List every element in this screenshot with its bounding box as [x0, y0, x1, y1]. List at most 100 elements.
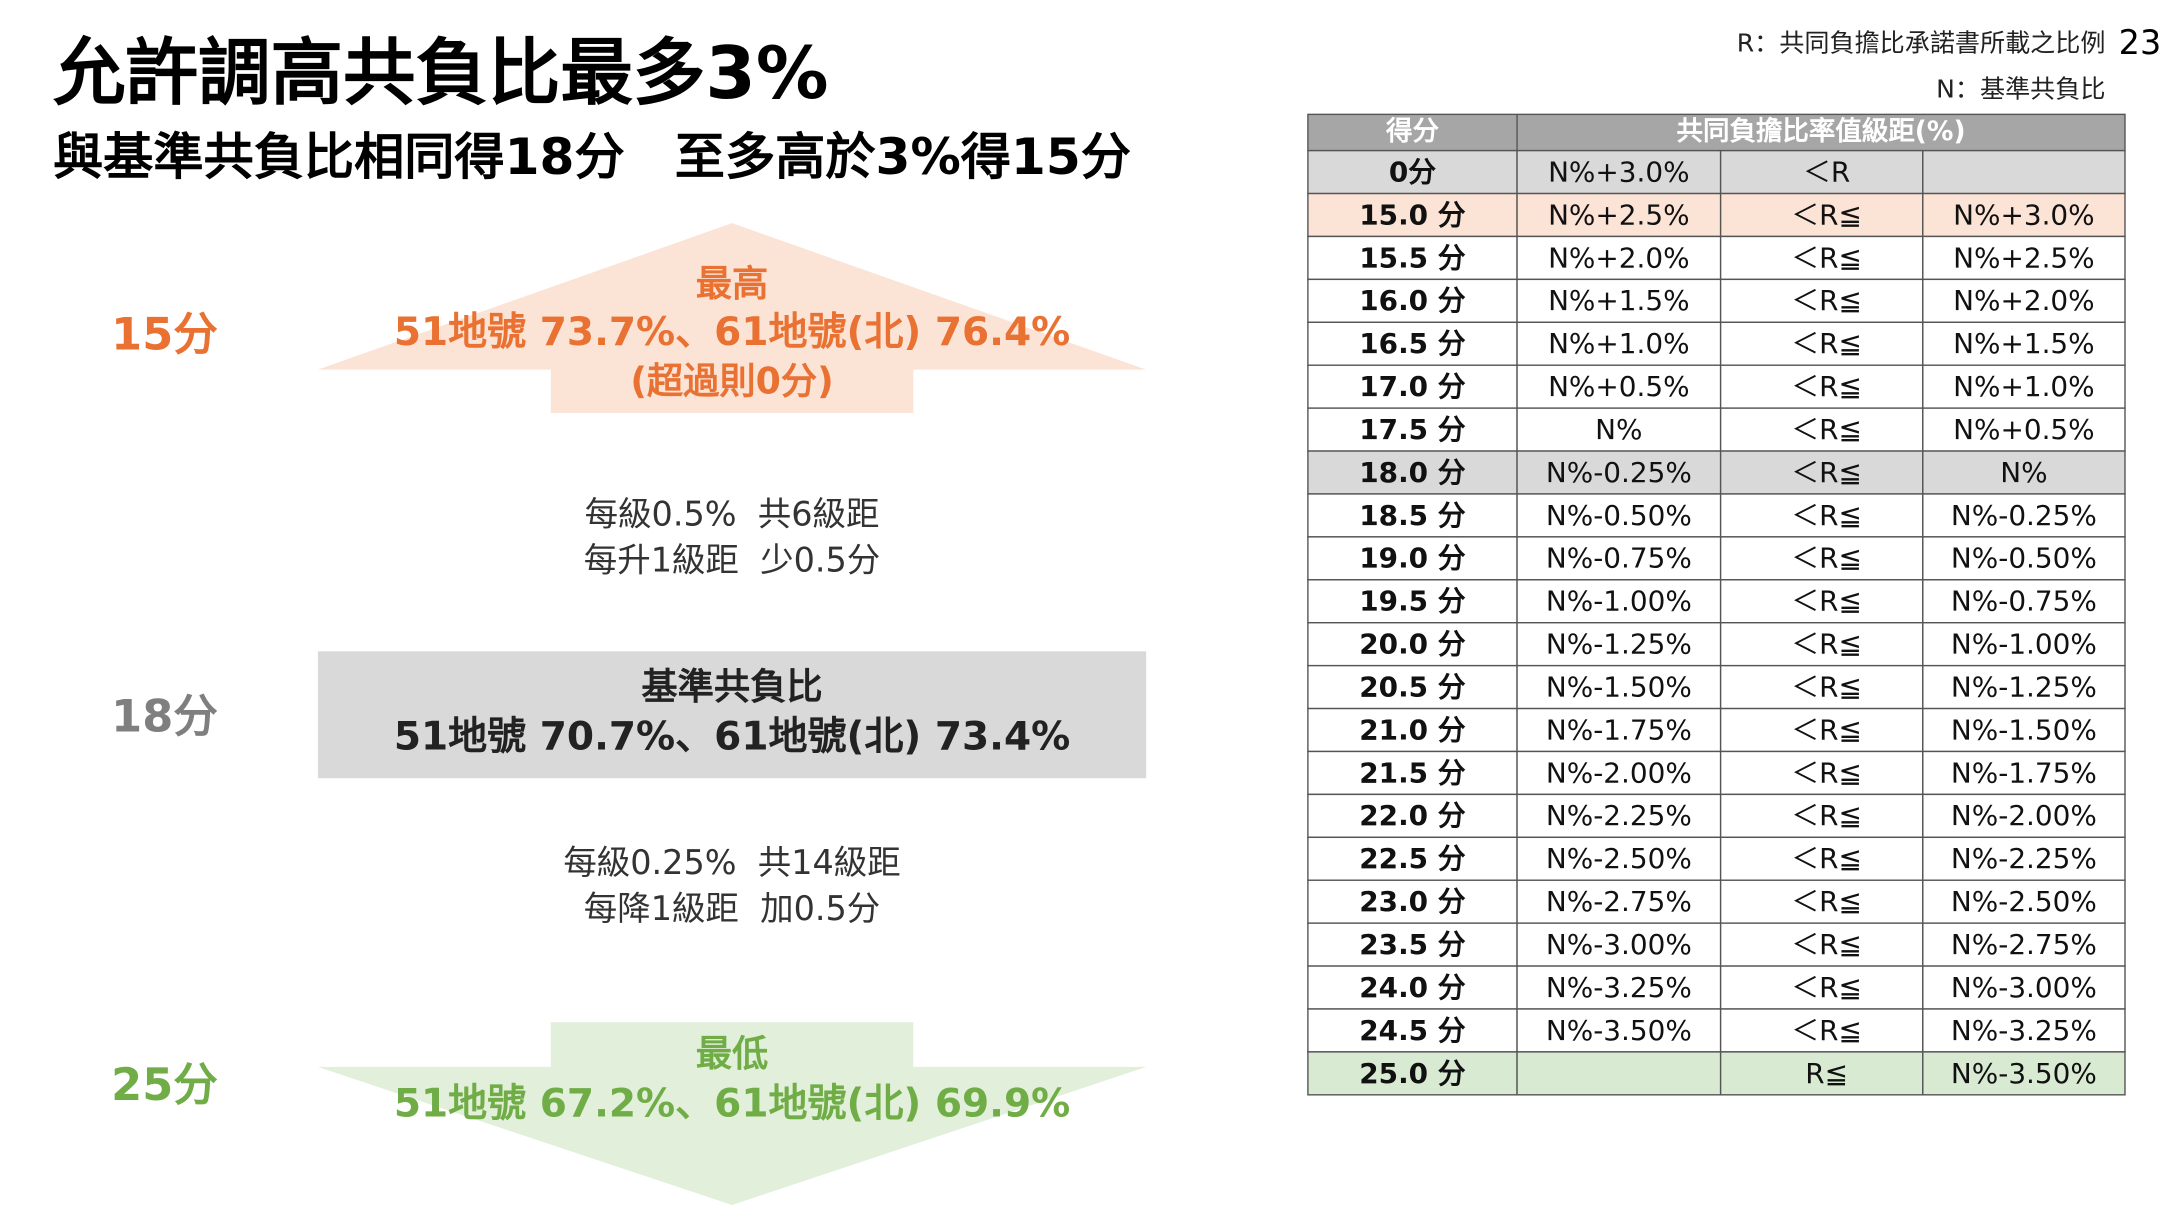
header-cell: 共同負擔比率值級距(%) — [1676, 116, 1965, 147]
table-cell — [1307, 750, 1518, 796]
table-cell — [1719, 664, 1924, 710]
score-cell: 19.0 分 — [1359, 542, 1465, 575]
table-cell — [1516, 1051, 1722, 1096]
range-cell: N%+1.0% — [1548, 327, 1689, 360]
table-cell — [1516, 192, 1722, 238]
score-cell: 24.0 分 — [1359, 971, 1465, 1004]
table-cell — [1719, 622, 1924, 667]
range-cell: ＜R≦ — [1791, 628, 1862, 661]
page-number: 23 — [2119, 23, 2162, 62]
score-cell: 22.0 分 — [1359, 799, 1465, 832]
range-cell: ＜R≦ — [1791, 885, 1862, 918]
table-cell — [1719, 149, 1924, 195]
table-cell — [1719, 192, 1924, 238]
bottom-heading: 最低 — [696, 1032, 769, 1075]
range-cell: N%+1.5% — [1548, 284, 1689, 317]
range-cell: ＜R≦ — [1791, 327, 1862, 360]
table-cell — [1719, 707, 1924, 753]
table-cell — [1922, 278, 2126, 323]
range-cell: ＜R≦ — [1791, 542, 1862, 575]
table-cell — [1922, 149, 2126, 195]
title: 允許調高共負比最多3% — [53, 32, 829, 116]
table-cell — [1516, 750, 1722, 796]
table-cell — [1922, 793, 2126, 839]
range-cell: ＜R≦ — [1791, 928, 1862, 961]
score-cell: 21.0 分 — [1359, 713, 1465, 746]
bottom-detail: 51地號 67.2%、61地號(北) 69.9% — [394, 1081, 1070, 1126]
score-cell: 16.5 分 — [1359, 327, 1465, 360]
score-cell: 0分 — [1389, 155, 1436, 188]
score-cell: 15.0 分 — [1359, 198, 1465, 231]
range-cell: ＜R≦ — [1791, 670, 1862, 703]
range-cell: N%+1.5% — [1953, 327, 2094, 360]
range-cell: N%-3.25% — [1546, 971, 1692, 1004]
score-cell: 25.0 分 — [1359, 1057, 1465, 1090]
header-row — [1307, 113, 2126, 152]
step-text: 每降1級距 加0.5分 — [584, 889, 880, 928]
range-cell: N%+2.0% — [1548, 241, 1689, 274]
table-cell — [1922, 407, 2126, 452]
table-cell — [1307, 622, 1518, 667]
middle-heading: 基準共負比 — [641, 665, 822, 708]
range-cell: N%-2.00% — [1546, 756, 1692, 789]
range-cell: N%+1.0% — [1953, 370, 2094, 403]
table-cell — [1719, 407, 1924, 452]
table-cell — [1922, 707, 2126, 753]
table-cell — [1307, 579, 1518, 624]
range-cell: ＜R — [1803, 155, 1850, 188]
table-cell — [1307, 493, 1518, 538]
range-cell: N%-2.75% — [1546, 885, 1692, 918]
range-cell: N%-2.50% — [1951, 885, 2097, 918]
range-cell: N%-1.50% — [1951, 713, 2097, 746]
range-cell: N%-0.50% — [1546, 499, 1692, 532]
range-cell: N%+2.0% — [1953, 284, 2094, 317]
table-cell — [1307, 793, 1518, 839]
score-cell: 21.5 分 — [1359, 756, 1465, 789]
middle-score: 18分 — [111, 691, 218, 743]
top-detail: 51地號 73.7%、61地號(北) 76.4% — [394, 310, 1070, 355]
range-cell: ＜R≦ — [1791, 241, 1862, 274]
range-cell: N%-3.50% — [1951, 1057, 2097, 1090]
table-cell — [1719, 364, 1924, 409]
range-cell: N%-1.75% — [1951, 756, 2097, 789]
score-cell: 16.0 分 — [1359, 284, 1465, 317]
range-cell: ＜R≦ — [1791, 370, 1862, 403]
score-cell: 24.5 分 — [1359, 1014, 1465, 1047]
note: N：基準共負比 — [1936, 75, 2105, 104]
table-cell — [1922, 836, 2126, 881]
table-cell — [1922, 750, 2126, 796]
range-cell: N% — [1595, 413, 1642, 446]
range-cell: N%-0.25% — [1546, 456, 1692, 489]
range-cell: N%-1.50% — [1546, 670, 1692, 703]
score-cell: 23.0 分 — [1359, 885, 1465, 918]
table-cell — [1516, 278, 1722, 323]
score-cell: 15.5 分 — [1359, 241, 1465, 274]
range-cell: N%-3.25% — [1951, 1014, 2097, 1047]
top-heading: 最高 — [696, 262, 769, 305]
range-cell: ＜R≦ — [1791, 1014, 1862, 1047]
range-cell: N%+2.5% — [1548, 198, 1689, 231]
range-cell: N%-2.00% — [1951, 799, 2097, 832]
range-cell: N%-1.25% — [1546, 628, 1692, 661]
range-cell: N%-0.25% — [1951, 499, 2097, 532]
range-cell: N%+3.0% — [1548, 155, 1689, 188]
range-cell: ＜R≦ — [1791, 413, 1862, 446]
range-cell: ＜R≦ — [1791, 499, 1862, 532]
base-box — [317, 651, 1147, 779]
table-cell — [1922, 235, 2126, 281]
range-cell: ＜R≦ — [1791, 284, 1862, 317]
score-cell: 20.5 分 — [1359, 670, 1465, 703]
step-text: 每級0.5% 共6級距 — [585, 495, 880, 534]
table-cell — [1516, 664, 1722, 710]
table-cell — [1922, 493, 2126, 538]
range-cell: ＜R≦ — [1791, 842, 1862, 875]
score-cell: 20.0 分 — [1359, 628, 1465, 661]
score-cell: 18.0 分 — [1359, 456, 1465, 489]
range-cell: N%-0.75% — [1951, 585, 2097, 618]
down-arrow — [317, 1022, 1147, 1205]
table-cell — [1719, 922, 1924, 967]
table-cell — [1307, 707, 1518, 753]
up-arrow — [317, 223, 1147, 413]
range-cell: N%-1.25% — [1951, 670, 2097, 703]
